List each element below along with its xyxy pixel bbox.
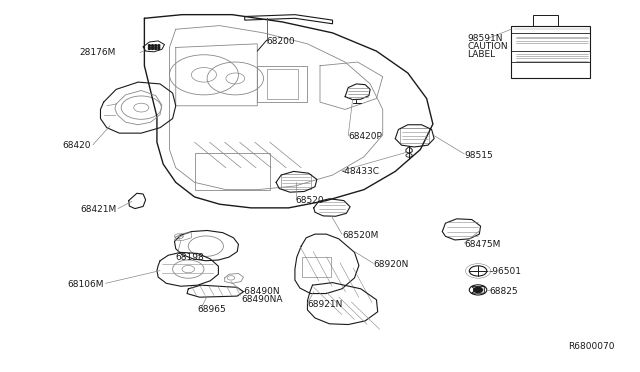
Text: 68420P: 68420P bbox=[348, 132, 382, 141]
Text: -68490N: -68490N bbox=[242, 287, 280, 296]
Circle shape bbox=[152, 46, 154, 48]
Bar bbox=[533, 15, 558, 26]
Circle shape bbox=[152, 45, 154, 46]
Bar bbox=[195, 153, 270, 190]
Circle shape bbox=[158, 45, 160, 46]
Bar bbox=[267, 69, 298, 99]
Text: 68475M: 68475M bbox=[464, 240, 500, 249]
Bar bbox=[303, 257, 331, 277]
Text: 68420: 68420 bbox=[63, 141, 91, 150]
Text: 28176M: 28176M bbox=[80, 48, 116, 57]
Circle shape bbox=[158, 46, 160, 48]
Circle shape bbox=[148, 48, 150, 49]
Text: -96501: -96501 bbox=[490, 267, 522, 276]
Text: 68825: 68825 bbox=[490, 287, 518, 296]
Text: 98515: 98515 bbox=[464, 151, 493, 160]
Text: 68200: 68200 bbox=[267, 38, 295, 46]
Bar bbox=[281, 174, 311, 189]
Text: R6800070: R6800070 bbox=[568, 342, 615, 351]
Text: 98591N: 98591N bbox=[467, 34, 503, 43]
Text: 68520M: 68520M bbox=[342, 231, 378, 240]
Circle shape bbox=[148, 46, 150, 48]
Bar bbox=[511, 26, 589, 78]
Text: 68965: 68965 bbox=[198, 305, 227, 314]
Text: 68198: 68198 bbox=[176, 253, 205, 262]
Text: -48433C: -48433C bbox=[342, 167, 380, 176]
Bar bbox=[257, 66, 307, 102]
Text: 68520: 68520 bbox=[295, 196, 324, 205]
Text: 68490NA: 68490NA bbox=[242, 295, 283, 304]
Circle shape bbox=[148, 45, 150, 46]
Circle shape bbox=[155, 46, 157, 48]
Circle shape bbox=[155, 45, 157, 46]
Text: LABEL: LABEL bbox=[467, 50, 495, 59]
Text: 68421M: 68421M bbox=[80, 205, 116, 214]
Bar bbox=[400, 128, 429, 143]
Circle shape bbox=[152, 48, 154, 49]
Circle shape bbox=[158, 48, 160, 49]
Circle shape bbox=[155, 48, 157, 49]
Text: 68921N: 68921N bbox=[307, 300, 343, 309]
Text: CAUTION: CAUTION bbox=[467, 42, 508, 51]
Text: 68920N: 68920N bbox=[373, 260, 409, 269]
Text: 68106M: 68106M bbox=[67, 280, 104, 289]
Circle shape bbox=[474, 287, 483, 292]
